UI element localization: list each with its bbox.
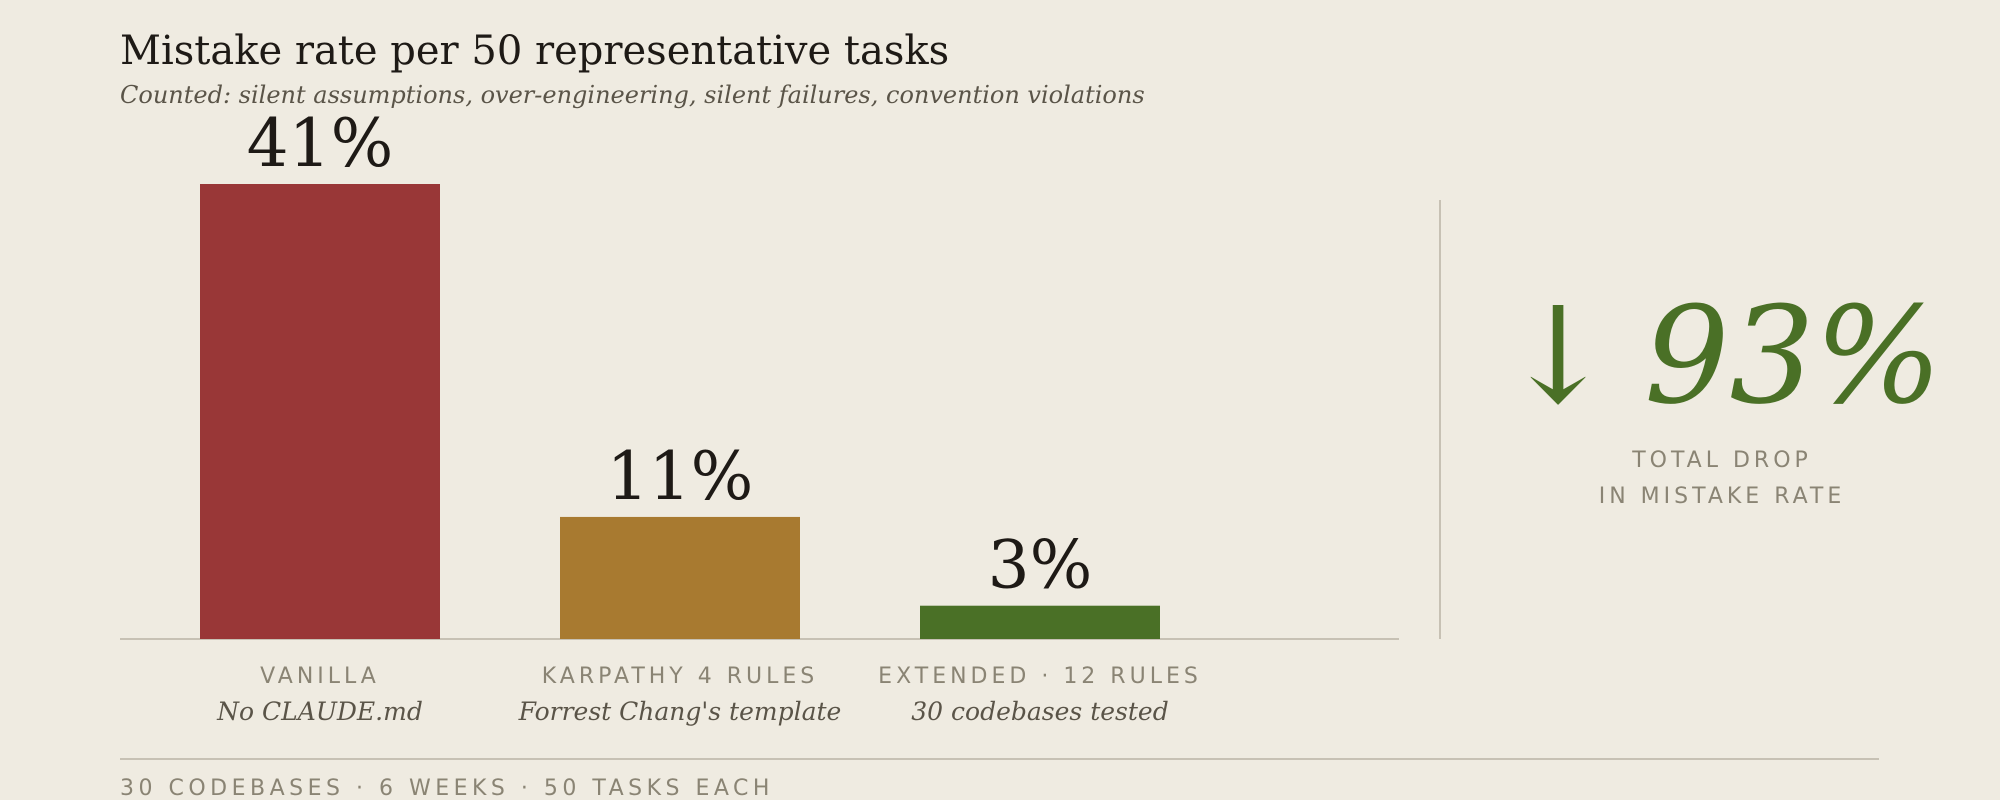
category-label: KARPATHY 4 RULES — [542, 664, 819, 689]
footer: 30 CODEBASES · 6 WEEKS · 50 TASKS EACH — [120, 776, 774, 800]
callout-number: 93% — [1644, 278, 1942, 434]
callout-value: ↓ 93% — [1502, 278, 1942, 434]
callout-label: TOTAL DROP — [1631, 448, 1812, 473]
chart-title: Mistake rate per 50 representative tasks — [120, 28, 949, 74]
callout-arrow: ↓ — [1502, 278, 1614, 434]
bar — [200, 184, 440, 639]
category-label: EXTENDED · 12 RULES — [878, 664, 1202, 689]
bar — [560, 516, 800, 639]
chart-subtitle: Counted: silent assumptions, over-engine… — [120, 81, 1145, 109]
category-sublabel: 30 codebases tested — [911, 697, 1168, 726]
category-sublabel: Forrest Chang's template — [518, 697, 842, 726]
category-label: VANILLA — [260, 664, 380, 689]
bar — [920, 605, 1160, 639]
category-sublabel: No CLAUDE.md — [216, 697, 423, 726]
value-label: 3% — [988, 527, 1093, 604]
callout-label: IN MISTAKE RATE — [1599, 484, 1846, 509]
value-label: 11% — [607, 438, 754, 515]
value-label: 41% — [247, 105, 394, 182]
